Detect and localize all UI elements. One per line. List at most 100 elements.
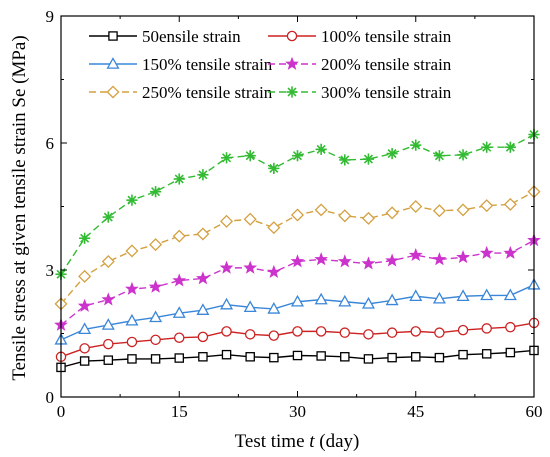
legend-entry-3: 150% tensile strain xyxy=(89,55,273,74)
data-point xyxy=(363,329,374,340)
y-tick-label: 3 xyxy=(46,261,55,280)
data-point xyxy=(197,331,209,343)
data-point xyxy=(125,313,139,326)
y-tick-label: 9 xyxy=(46,7,55,26)
data-point xyxy=(244,329,256,340)
y-tick-label: 0 xyxy=(46,388,55,407)
data-point xyxy=(410,139,422,151)
data-point xyxy=(148,279,163,293)
data-point xyxy=(432,291,446,304)
data-point xyxy=(456,289,470,301)
data-point xyxy=(125,244,139,258)
data-point xyxy=(434,352,445,363)
x-tick-label: 15 xyxy=(171,402,188,421)
data-point xyxy=(79,232,91,244)
x-axis-title-part: Test time xyxy=(235,431,310,452)
data-point xyxy=(432,252,447,266)
marker-stroke xyxy=(387,149,397,159)
marker-stroke xyxy=(411,140,421,150)
data-point xyxy=(386,147,398,160)
data-point xyxy=(337,254,352,268)
data-point xyxy=(505,321,516,333)
data-point xyxy=(387,352,397,363)
data-point xyxy=(79,356,90,366)
data-point xyxy=(196,227,210,241)
data-point xyxy=(314,252,329,266)
data-point xyxy=(243,212,257,226)
legend-entry-6: 300% tensile strain xyxy=(268,83,452,102)
x-tick-label: 45 xyxy=(407,402,424,421)
x-axis-title: Test time t (day) xyxy=(235,431,360,452)
axes: 0 15 30 45 60 0 3 6 9 xyxy=(46,7,543,421)
data-point xyxy=(409,199,423,214)
data-point xyxy=(174,353,184,363)
data-point xyxy=(244,150,256,162)
data-point xyxy=(196,271,210,285)
data-point xyxy=(456,250,470,264)
data-point xyxy=(267,302,281,314)
data-point xyxy=(457,324,469,336)
data-point xyxy=(338,209,352,223)
legend-marker xyxy=(286,86,298,98)
data-point xyxy=(149,310,163,323)
data-point xyxy=(150,186,162,198)
data-point xyxy=(410,352,421,362)
data-point xyxy=(101,292,116,306)
marker-stroke xyxy=(245,151,255,161)
data-point xyxy=(385,293,399,306)
y-tick-label: 6 xyxy=(46,134,55,153)
data-point xyxy=(410,326,421,337)
data-point xyxy=(243,260,258,274)
legend-label: 150% tensile strain xyxy=(142,55,273,74)
data-point xyxy=(290,254,305,268)
data-point xyxy=(78,322,92,335)
data-point xyxy=(339,327,351,338)
data-point xyxy=(315,326,327,337)
data-point xyxy=(292,350,303,361)
data-point xyxy=(409,289,423,301)
data-point xyxy=(434,327,445,338)
data-point xyxy=(481,141,493,153)
legend-entry-4: 200% tensile strain xyxy=(268,55,452,74)
data-point xyxy=(173,332,185,343)
series-6 xyxy=(55,128,540,280)
data-point xyxy=(408,247,423,262)
data-point xyxy=(361,256,376,270)
data-point xyxy=(78,269,92,283)
series-1 xyxy=(56,345,539,373)
data-point xyxy=(291,150,304,162)
data-point xyxy=(245,352,255,362)
marker-stroke xyxy=(127,195,137,205)
data-point xyxy=(361,211,375,225)
data-point xyxy=(196,303,210,315)
data-point xyxy=(150,354,161,364)
data-point xyxy=(126,194,138,206)
data-point xyxy=(290,208,305,222)
data-point xyxy=(101,318,115,330)
data-point xyxy=(220,152,233,164)
data-point xyxy=(266,264,281,278)
data-point xyxy=(172,273,187,287)
marker-stroke xyxy=(505,142,515,152)
data-point xyxy=(219,260,234,274)
data-point xyxy=(480,288,494,301)
data-point xyxy=(172,229,186,243)
series-4 xyxy=(54,233,541,331)
legend-entry-2: 100% tensile strain xyxy=(268,27,452,46)
x-tick-label: 60 xyxy=(526,402,543,421)
data-point xyxy=(385,253,399,267)
data-point xyxy=(504,141,516,153)
marker-stroke xyxy=(222,153,232,163)
data-point xyxy=(316,351,326,361)
data-point xyxy=(505,347,516,358)
data-point xyxy=(292,326,303,337)
data-point xyxy=(340,352,350,362)
series-3 xyxy=(54,277,541,345)
series-2 xyxy=(55,317,540,363)
data-point xyxy=(220,297,234,310)
data-point xyxy=(269,352,279,363)
data-point xyxy=(361,296,375,309)
data-point xyxy=(79,343,90,354)
data-point xyxy=(267,221,281,235)
legend-label: 250% tensile strain xyxy=(142,83,273,102)
